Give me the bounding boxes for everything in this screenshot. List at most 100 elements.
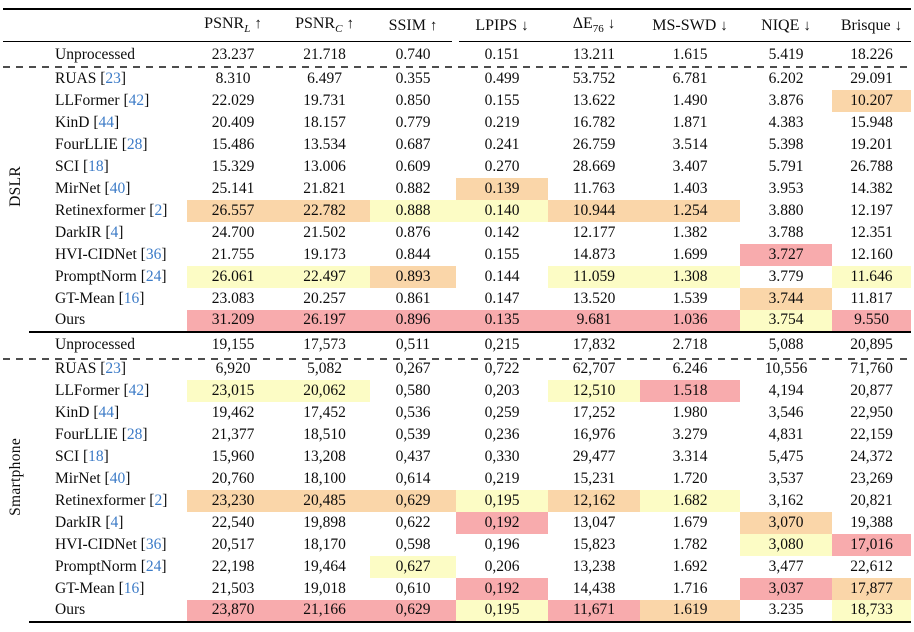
metric-cell: 23.083 bbox=[211, 289, 255, 307]
metric-cell: 3.407 bbox=[672, 157, 708, 175]
citation-link[interactable]: 4 bbox=[110, 513, 119, 531]
metric-cell: 5.791 bbox=[768, 157, 804, 175]
metric-cell: 13.520 bbox=[572, 289, 616, 307]
metric-cell: 3.727 bbox=[740, 243, 832, 266]
citation-link[interactable]: 23 bbox=[105, 359, 121, 377]
method-cell: MirNet [40] bbox=[55, 469, 131, 487]
metric-cell: 0.779 bbox=[395, 113, 431, 131]
citation-link[interactable]: 44 bbox=[98, 113, 115, 131]
method-cell: FourLLIE [28] bbox=[55, 425, 148, 443]
citation-link[interactable]: 40 bbox=[109, 179, 126, 197]
metric-cell: 8.310 bbox=[215, 69, 251, 87]
column-name: ΔE bbox=[572, 15, 593, 33]
metric-cell: 20.257 bbox=[303, 289, 346, 307]
metric-cell: 19.173 bbox=[303, 245, 346, 263]
metric-cell: 1.619 bbox=[640, 599, 740, 623]
column-header-e-76: ΔE76 ↓ bbox=[548, 8, 640, 42]
method-name: DarkIR bbox=[55, 513, 102, 531]
metric-cell: 0.142 bbox=[484, 223, 520, 241]
metric-cell: 0,330 bbox=[484, 447, 520, 465]
citation-link[interactable]: 2 bbox=[154, 491, 163, 509]
table-row: RUAS [23] 6,920 5,082 0,267 0,722 62,707 6.246… bbox=[3, 358, 911, 380]
citation-link[interactable]: 42 bbox=[128, 91, 145, 109]
metric-cell: 23,015 bbox=[187, 379, 279, 402]
citation-link[interactable]: 40 bbox=[109, 469, 126, 487]
metric-cell: 0,622 bbox=[395, 513, 431, 531]
metric-cell: 1.782 bbox=[672, 535, 708, 553]
method-name: FourLLIE bbox=[55, 135, 118, 153]
section-smartphone: Smartphone Unprocessed 19,155 17,573 0,511 0,… bbox=[3, 332, 911, 623]
method-name: PromptNorm bbox=[55, 267, 137, 285]
citation-link[interactable]: 16 bbox=[123, 579, 140, 597]
metric-cell: 1.254 bbox=[640, 199, 740, 222]
metric-cell: 0.151 bbox=[484, 45, 520, 63]
citation-link[interactable]: 23 bbox=[105, 69, 121, 87]
column-header-brisque: Brisque ↓ bbox=[832, 8, 911, 42]
column-subscript: L bbox=[244, 23, 251, 36]
citation-link[interactable]: 36 bbox=[145, 535, 162, 553]
citation-link[interactable]: 24 bbox=[145, 267, 162, 285]
citation-link[interactable]: 42 bbox=[128, 381, 145, 399]
metric-cell: 0,722 bbox=[484, 359, 520, 377]
metric-cell: 14.873 bbox=[572, 245, 616, 263]
metric-cell: 0,536 bbox=[395, 403, 431, 421]
metric-cell: 3.754 bbox=[740, 309, 832, 333]
metric-cell: 4,831 bbox=[768, 425, 804, 443]
column-header-ms-swd: MS-SWD ↓ bbox=[640, 8, 740, 42]
metric-cell: 13.211 bbox=[572, 45, 616, 63]
metric-cell: 22,950 bbox=[850, 403, 893, 421]
metric-cell: 0.140 bbox=[456, 199, 548, 222]
citation-link[interactable]: 4 bbox=[110, 223, 119, 241]
metric-cell: 23.237 bbox=[211, 45, 255, 63]
metric-cell: 25.141 bbox=[211, 179, 255, 197]
metric-cell: 19,464 bbox=[303, 557, 346, 575]
metric-cell: 20,485 bbox=[279, 489, 370, 512]
citation-link[interactable]: 18 bbox=[88, 447, 104, 465]
metric-cell: 0,195 bbox=[456, 599, 548, 623]
citation-link[interactable]: 16 bbox=[123, 289, 140, 307]
method-cell: Unprocessed bbox=[29, 332, 187, 358]
method-name: Retinexformer bbox=[55, 491, 146, 509]
metric-cell: 6.781 bbox=[672, 69, 708, 87]
metric-cell: 1.692 bbox=[672, 557, 708, 575]
citation-link[interactable]: 44 bbox=[98, 403, 115, 421]
metric-cell: 24,372 bbox=[850, 447, 893, 465]
metric-cell: 19.731 bbox=[303, 91, 346, 109]
metric-cell: 13,208 bbox=[303, 447, 346, 465]
metric-cell: 22.782 bbox=[279, 199, 370, 222]
metric-cell: 0.144 bbox=[484, 267, 520, 285]
table-row: KinD [44] 20.409 18.157 0.779 0.219 16.782 1.8… bbox=[3, 112, 911, 134]
metric-cell: 1.403 bbox=[672, 179, 708, 197]
dashed-separator bbox=[3, 66, 911, 68]
method-name: GT-Mean bbox=[55, 289, 115, 307]
section-label: Smartphone bbox=[3, 332, 29, 622]
metric-cell: 3,537 bbox=[768, 469, 804, 487]
method-name: GT-Mean bbox=[55, 579, 115, 597]
metric-cell: 18.226 bbox=[850, 45, 893, 63]
citation-link[interactable]: 18 bbox=[88, 157, 104, 175]
metric-cell: 3,477 bbox=[768, 557, 804, 575]
metric-cell: 0.876 bbox=[395, 223, 431, 241]
metric-cell: 0.888 bbox=[370, 199, 456, 222]
citation-link[interactable]: 24 bbox=[145, 557, 162, 575]
table-row: SCI [18] 15,960 13,208 0,437 0,330 29,477 3.31… bbox=[3, 446, 911, 468]
metric-cell: 2.718 bbox=[672, 336, 708, 353]
citation-link[interactable]: 28 bbox=[126, 425, 143, 443]
metric-cell: 0,192 bbox=[456, 577, 548, 600]
section-dslr: DSLR Unprocessed 23.237 21.718 0.740 0.151 13.… bbox=[3, 42, 911, 333]
metric-cell: 0.687 bbox=[395, 135, 431, 153]
metric-cell: 23,230 bbox=[187, 489, 279, 512]
metric-cell: 0.155 bbox=[484, 245, 520, 263]
table-row: GT-Mean [16] 21,503 19,018 0,610 0,192 14,438… bbox=[3, 577, 911, 600]
citation-link[interactable]: 36 bbox=[145, 245, 162, 263]
header-row: PSNRL ↑ PSNRC ↑ SSIM ↑ LPIPS ↓ ΔE76 ↓ MS-SWD … bbox=[3, 8, 911, 42]
metric-cell: 18,170 bbox=[303, 535, 346, 553]
metric-cell: 26.197 bbox=[279, 309, 370, 333]
metric-cell: 29.091 bbox=[850, 69, 893, 87]
metric-cell: 17,573 bbox=[303, 336, 346, 353]
metric-cell: 1.490 bbox=[672, 91, 708, 109]
metric-cell: 0.355 bbox=[395, 69, 431, 87]
metric-cell: 22,612 bbox=[850, 557, 893, 575]
citation-link[interactable]: 28 bbox=[126, 135, 143, 153]
citation-link[interactable]: 2 bbox=[154, 201, 163, 219]
